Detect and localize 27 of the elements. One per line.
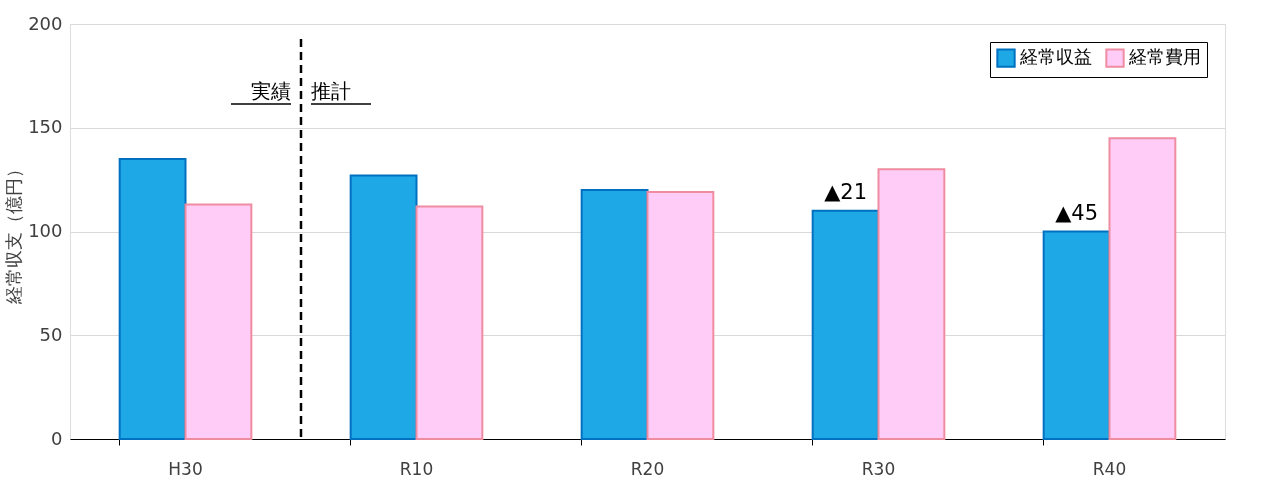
bar <box>184 203 253 440</box>
x-tick-label: R20 <box>630 458 665 479</box>
bar <box>1108 137 1177 440</box>
y-tick-label: 150 <box>28 116 63 138</box>
annotation: ▲21 <box>824 179 868 204</box>
annotation: 推計 <box>311 79 351 103</box>
y-tick-label: 0 <box>51 427 63 449</box>
bar <box>646 191 715 440</box>
bar <box>118 157 187 440</box>
bar <box>580 189 649 440</box>
x-tick-label: H30 <box>168 458 203 479</box>
bar <box>811 209 880 440</box>
y-axis-title: 経常収支（億円） <box>3 160 25 305</box>
bar <box>415 205 484 440</box>
bar <box>349 174 418 440</box>
bar <box>877 168 946 440</box>
y-tick-label: 50 <box>39 323 63 345</box>
annotation: 実績 <box>251 79 291 103</box>
y-tick-label: 100 <box>28 220 63 241</box>
y-tick-label: 200 <box>28 12 63 34</box>
x-tick-label: R30 <box>861 458 896 479</box>
bar <box>1042 230 1111 440</box>
x-tick-label: R10 <box>399 458 434 479</box>
annotation: ▲45 <box>1055 200 1099 225</box>
legend-label: 経常収益 <box>1019 46 1092 68</box>
legend-label: 経常費用 <box>1128 46 1201 68</box>
x-tick-label: R40 <box>1092 458 1127 479</box>
